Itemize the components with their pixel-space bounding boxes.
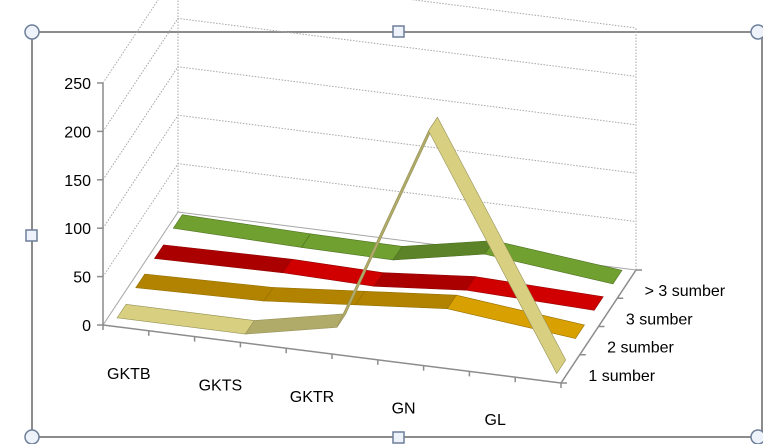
y-tick-label-4: 200 <box>64 124 91 141</box>
resize-handle-middle-left[interactable] <box>25 229 38 242</box>
y-tick-label-5: 250 <box>64 76 91 93</box>
series-2-segment-1 <box>135 273 274 302</box>
y-tick-label-3: 150 <box>64 173 91 190</box>
series-1-segment-4 <box>428 116 567 375</box>
series-label-1: 1 sumber <box>588 368 655 385</box>
y-tick-label-1: 50 <box>73 270 91 287</box>
series-4-segment-2 <box>301 233 403 261</box>
axes <box>97 82 642 388</box>
resize-handle-bottom-right[interactable] <box>750 429 763 444</box>
category-label-gkts: GKTS <box>199 377 243 394</box>
resize-handle-top-middle[interactable] <box>392 25 405 38</box>
resize-handle-top-right[interactable] <box>750 24 763 40</box>
gridline-5 <box>102 0 637 84</box>
series-label-3: 3 sumber <box>626 311 693 328</box>
category-label-gl: GL <box>485 412 506 429</box>
series-label-4: > 3 sumber <box>645 283 726 300</box>
series-2-segment-3 <box>355 290 457 310</box>
category-label-gktb: GKTB <box>107 366 151 383</box>
series-4-segment-3 <box>392 240 495 261</box>
resize-handle-bottom-left[interactable] <box>24 429 40 444</box>
series-1-segment-2 <box>244 313 347 335</box>
tick-labels: 0 50 100 150 200 250 GKTB GKTS GKTR GN GL 1 sumber 2… <box>64 76 725 429</box>
y-tick-label-2: 100 <box>64 221 91 238</box>
category-label-gn: GN <box>392 401 416 418</box>
category-label-gktr: GKTR <box>290 389 334 406</box>
series-3-segment-3 <box>373 272 476 291</box>
y-tick-label-0: 0 <box>82 318 91 335</box>
series-3-segment-1 <box>154 244 293 274</box>
gridline-4 <box>102 17 637 132</box>
series-label-2: 2 sumber <box>607 340 674 357</box>
series-3-segment-4 <box>465 276 604 311</box>
resize-handle-bottom-middle[interactable] <box>392 431 405 444</box>
resize-handle-top-left[interactable] <box>24 24 40 40</box>
series-ribbons <box>116 116 623 375</box>
